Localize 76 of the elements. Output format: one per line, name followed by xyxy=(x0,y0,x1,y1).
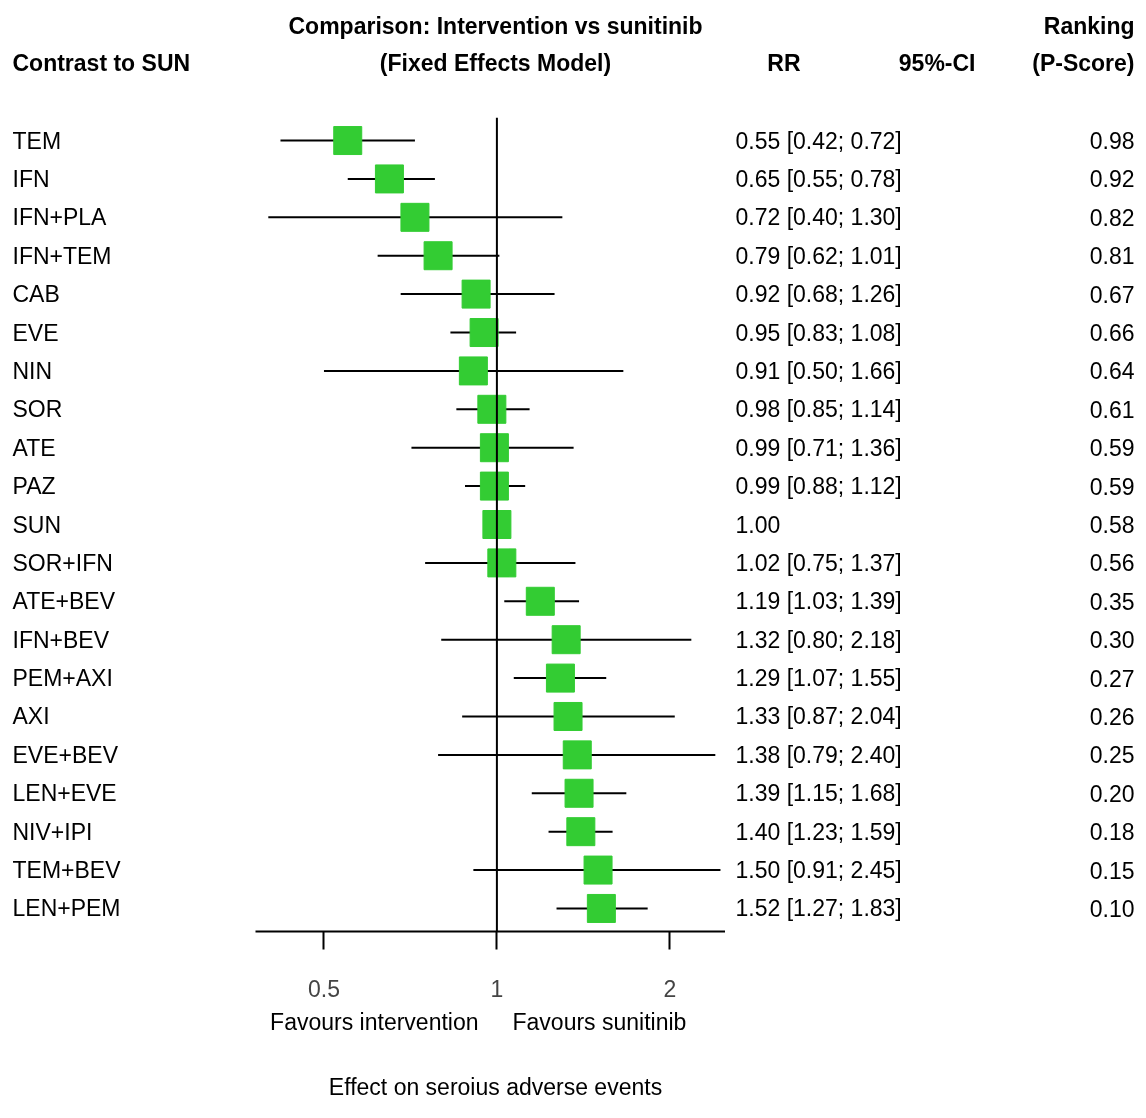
y-tick-label: ATE+BEV xyxy=(12,588,116,615)
text: 0.26 xyxy=(1089,703,1135,730)
text: 0.98 xyxy=(1089,128,1135,155)
text: 1.32 [0.80; 2.18] xyxy=(735,626,902,653)
text: 0.55 [0.42; 0.72] xyxy=(735,127,902,154)
text: 0.81 xyxy=(1089,243,1135,270)
text: 0.95 [0.83; 1.08] xyxy=(735,319,902,346)
text: 0.92 [0.68; 1.26] xyxy=(735,281,902,308)
x-tick-label: 0.5 xyxy=(307,975,340,1002)
text: 0.79 [0.62; 1.01] xyxy=(735,242,902,269)
text: 0.99 [0.88; 1.12] xyxy=(735,473,902,500)
x-axis-title: Effect on seroius adverse events xyxy=(328,1073,663,1100)
text: 1.39 [1.15; 1.68] xyxy=(735,780,902,807)
text: 0.10 xyxy=(1089,895,1135,922)
text: 1.52 [1.27; 1.83] xyxy=(735,895,902,922)
text: 95%-CI xyxy=(898,49,976,76)
chart-title: Comparison: Intervention vs sunitinib xyxy=(288,12,703,39)
y-tick-label: NIV+IPI xyxy=(12,818,93,845)
y-tick-label: ATE xyxy=(12,434,56,461)
text: Contrast to SUN xyxy=(12,49,191,76)
y-tick-label: SUN xyxy=(12,511,62,538)
x-tick-label: 1 xyxy=(490,975,504,1002)
text: 0.65 [0.55; 0.78] xyxy=(735,165,902,192)
x-tick-label: 2 xyxy=(663,975,677,1002)
y-tick-label: IFN+BEV xyxy=(12,626,110,653)
text: 0.99 [0.71; 1.36] xyxy=(735,434,902,461)
y-tick-label: IFN xyxy=(12,165,50,192)
text: 0.66 xyxy=(1089,320,1135,347)
text: 0.82 xyxy=(1089,204,1135,231)
text: 0.15 xyxy=(1089,857,1135,884)
text: 0.92 xyxy=(1089,166,1135,193)
y-tick-label: NIN xyxy=(12,357,53,384)
y-tick-label: TEM xyxy=(12,127,62,154)
y-tick-label: EVE xyxy=(12,319,59,346)
text: 0.58 xyxy=(1089,512,1135,538)
text: 0.67 xyxy=(1089,281,1135,308)
y-tick-label: LEN+PEM xyxy=(12,895,121,922)
text: 1.40 [1.23; 1.59] xyxy=(735,818,902,845)
text: 0.72 [0.40; 1.30] xyxy=(735,204,902,231)
text: 0.59 xyxy=(1089,473,1135,500)
text: (P-Score) xyxy=(1032,49,1135,76)
y-tick-label: SOR xyxy=(12,396,63,423)
text: 0.98 [0.85; 1.14] xyxy=(735,396,902,423)
text: Ranking xyxy=(1043,12,1135,39)
text: 1.00 xyxy=(735,512,781,538)
text: 0.20 xyxy=(1089,780,1135,807)
y-tick-label: IFN+PLA xyxy=(12,204,108,231)
text: 1.33 [0.87; 2.04] xyxy=(735,703,902,730)
y-tick-label: EVE+BEV xyxy=(12,741,119,768)
text: Favours intervention xyxy=(270,1008,479,1035)
text: 1.50 [0.91; 2.45] xyxy=(735,857,902,884)
text: 0.56 xyxy=(1089,550,1135,577)
text: 1.38 [0.79; 2.40] xyxy=(735,741,902,768)
text: 1.19 [1.03; 1.39] xyxy=(735,588,902,615)
y-tick-label: PEM+AXI xyxy=(12,665,113,692)
text: 0.35 xyxy=(1089,588,1135,615)
chart-subtitle: (Fixed Effects Model) xyxy=(379,49,612,76)
text: 0.64 xyxy=(1089,358,1135,385)
text: 0.61 xyxy=(1089,396,1135,423)
text: 1.29 [1.07; 1.55] xyxy=(735,665,902,692)
y-tick-label: AXI xyxy=(12,703,50,730)
y-tick-label: LEN+EVE xyxy=(12,780,117,807)
text: 0.59 xyxy=(1089,435,1135,462)
text: 0.18 xyxy=(1089,819,1135,846)
text: 1.02 [0.75; 1.37] xyxy=(735,549,902,576)
text: 0.27 xyxy=(1089,665,1135,692)
text: Favours sunitinib xyxy=(512,1008,687,1035)
y-tick-label: IFN+TEM xyxy=(12,242,112,269)
y-tick-label: PAZ xyxy=(12,473,56,500)
y-tick-label: CAB xyxy=(12,281,60,308)
text: 0.25 xyxy=(1089,742,1135,769)
y-tick-label: TEM+BEV xyxy=(12,857,122,884)
text: 0.91 [0.50; 1.66] xyxy=(735,357,902,384)
text: 0.30 xyxy=(1089,627,1135,654)
y-tick-label: SOR+IFN xyxy=(12,549,113,576)
text: RR xyxy=(767,49,801,76)
